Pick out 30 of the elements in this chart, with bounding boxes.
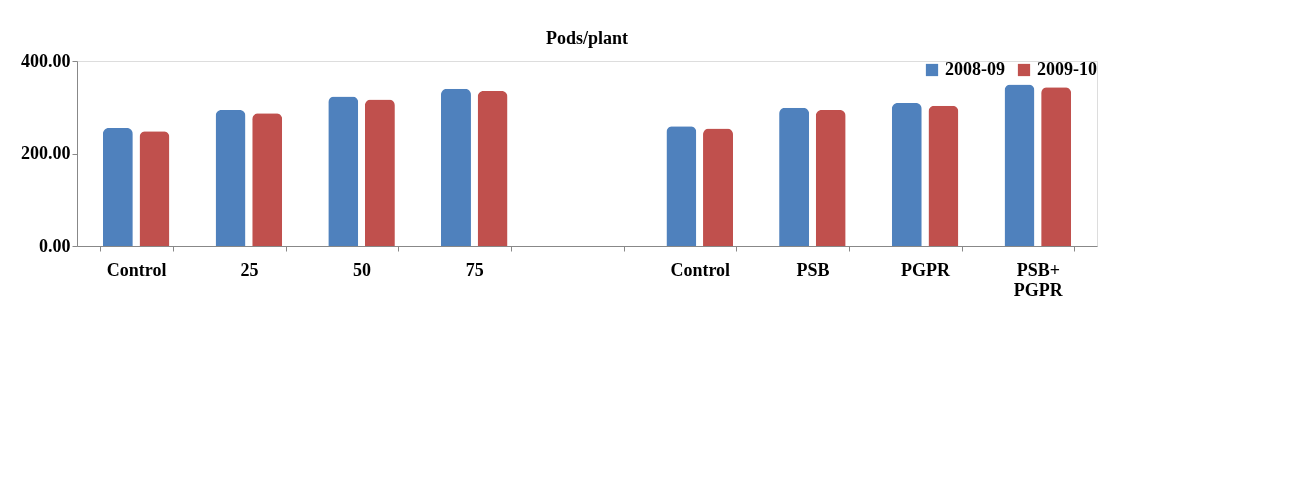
bar [252,113,283,246]
bar [102,128,133,246]
bar [364,99,395,246]
y-tick-label: 400.00 [21,50,71,71]
x-tick-label: 75 [465,259,484,280]
bar [1041,87,1072,246]
legend-label: 2008-09 [945,59,1005,79]
x-tick-label: Control [106,259,167,280]
bar [928,105,959,246]
x-tick-label: 25 [240,259,259,280]
bar [139,131,170,246]
bar [477,91,508,246]
bar [666,126,697,246]
chart-title: Pods/plant [545,28,629,48]
x-tick-label: 50 [353,259,372,280]
x-tick-label: Control [670,259,731,280]
bar [891,103,922,246]
y-tick-label: 200.00 [21,143,71,163]
x-tick-label: PSB+ PGPR [1013,259,1064,300]
bar [815,110,846,246]
legend-label: 2009-10 [1037,59,1097,79]
bar [328,96,359,246]
x-tick-label: PSB [796,259,830,280]
bar [703,128,734,246]
y-tick-label: 0.00 [39,235,71,256]
bar [215,110,246,246]
bar [440,88,471,246]
bar [1004,84,1035,246]
x-tick-label: PGPR [901,259,952,280]
bar [779,107,810,246]
